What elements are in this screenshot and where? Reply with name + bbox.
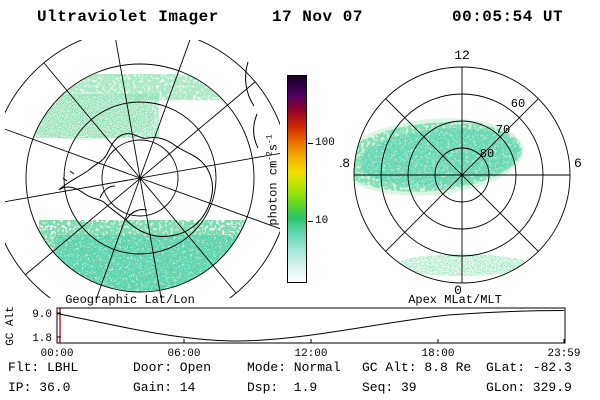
apex-polar-plot: 12 18 6 0 60 70 80: [340, 48, 582, 298]
observation-date: 17 Nov 07: [272, 8, 363, 26]
app-title: Ultraviolet Imager: [37, 8, 219, 26]
strip-chart-frame: [56, 307, 566, 344]
ytick-1-8: 1.8: [32, 333, 52, 345]
geographic-grid: [5, 40, 280, 298]
ytick-9: 9.0: [32, 309, 52, 321]
mlt-label-18: 18: [340, 156, 350, 171]
geographic-plot-caption: Geographic Lat/Lon: [65, 293, 195, 307]
colorbar-label-exp1: -2: [265, 151, 275, 161]
status-seq: Seq: 39: [362, 380, 417, 395]
xtick-1200: 12:00: [294, 348, 327, 360]
xtick-2359: 23:59: [547, 348, 580, 360]
observation-time-ut: 00:05:54 UT: [452, 8, 564, 26]
xtick-0000: 00:00: [40, 348, 73, 360]
mlat-ring-label-80: 80: [480, 147, 494, 161]
xtick-1800: 18:00: [421, 348, 454, 360]
altitude-curve: [56, 310, 565, 342]
colorbar-label-prefix: photon cm: [266, 160, 281, 226]
mlt-label-0: 0: [454, 283, 462, 298]
colorbar-tick-label-100: 100: [315, 137, 335, 149]
xtick-0600: 06:00: [167, 348, 200, 360]
strip-chart-ylabel: GC Alt: [5, 306, 17, 346]
status-gain: Gain: 14: [133, 380, 196, 395]
colorbar-tick-10: [308, 221, 313, 222]
geographic-polar-map: [5, 40, 280, 298]
mlat-ring-label-60: 60: [511, 97, 525, 111]
mlat-ring-label-70: 70: [496, 123, 510, 137]
mlt-label-6: 6: [574, 156, 582, 171]
status-ip: IP: 36.0: [8, 380, 71, 395]
colorbar-label-mid: s: [266, 144, 281, 152]
apex-grid: [353, 66, 571, 284]
colorbar-tick-label-10: 10: [315, 215, 329, 227]
gc-alt-strip-chart: GC Alt 9.0 1.8 00:00 06:00 12:00 18:00 2…: [5, 306, 581, 360]
status-dsp: Dsp: 1.9: [247, 380, 318, 395]
status-glat: GLat: -82.3: [486, 360, 572, 375]
status-mode: Mode: Normal: [247, 360, 341, 375]
strip-chart-ticks: [56, 312, 565, 343]
status-gc-alt: GC Alt: 8.8 Re: [362, 360, 472, 375]
status-flt: Flt: LBHL: [8, 360, 79, 375]
antarctica-coastline: [58, 61, 259, 237]
mlt-label-12: 12: [454, 48, 470, 63]
colorbar-label-exp2: -1: [265, 134, 275, 144]
colorbar-gradient: [287, 75, 307, 283]
status-door: Door: Open: [133, 360, 212, 375]
apex-plot-caption: Apex MLat/MLT: [408, 293, 502, 307]
colorbar-units-label: photon cm-2s-1: [263, 108, 281, 253]
colorbar-tick-100: [308, 143, 313, 144]
status-glon: GLon: 329.9: [486, 380, 572, 395]
uv-emission-apex: [354, 118, 528, 276]
